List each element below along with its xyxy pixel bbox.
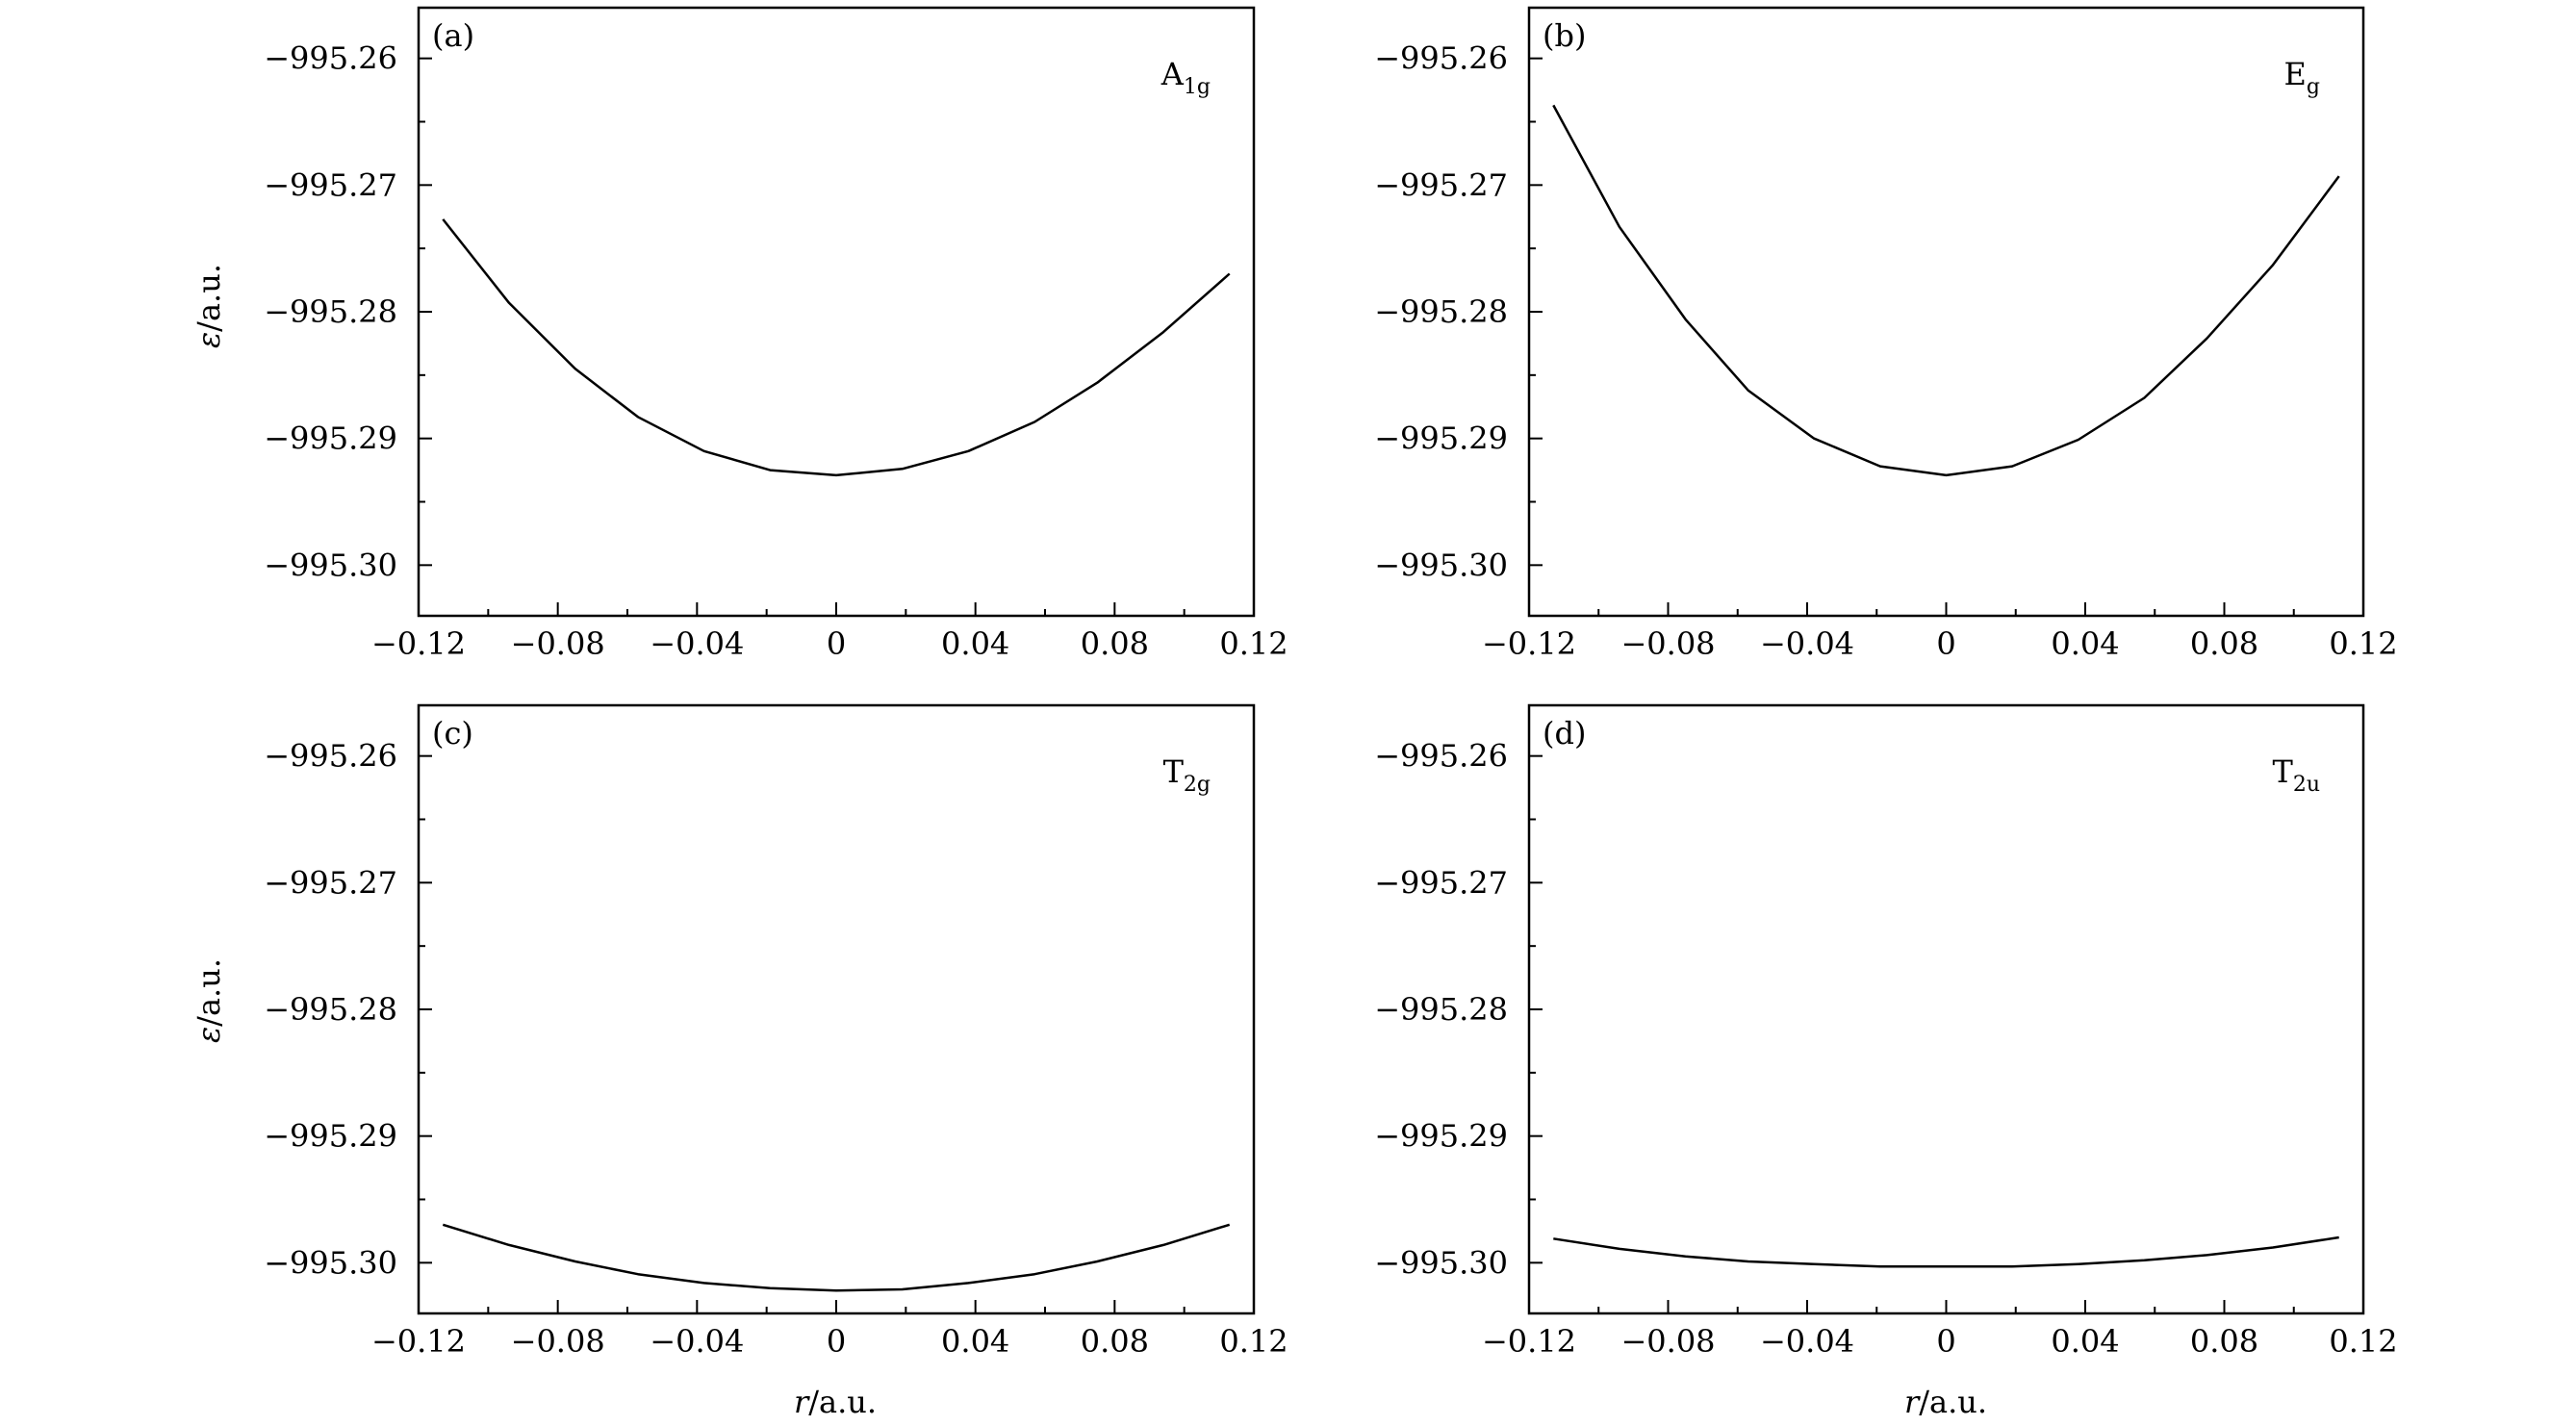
y-tick-label: −995.26 xyxy=(1374,40,1508,77)
x-tick-label: 0.04 xyxy=(2051,1323,2119,1360)
y-axis-label-bottom: ε/a.u. xyxy=(191,958,227,1043)
x-tick-label: 0.12 xyxy=(1219,625,1288,662)
x-tick-label: 0.04 xyxy=(2051,625,2119,662)
x-tick-label: 0 xyxy=(827,1323,846,1360)
x-tick-label: −0.08 xyxy=(511,625,605,662)
x-tick-label: 0 xyxy=(827,625,846,662)
y-tick-label: −995.29 xyxy=(1374,420,1508,457)
x-axis-label-right: r/a.u. xyxy=(1904,1384,1987,1420)
x-tick-label: 0 xyxy=(1936,625,1955,662)
y-tick-label: −995.30 xyxy=(264,1244,397,1281)
plot-frame xyxy=(1527,703,2365,1315)
y-tick-label: −995.26 xyxy=(264,738,397,775)
panel-c: −0.12 −0.08 −0.04 0 0.04 0.08 0.12 −995.26 −995.… xyxy=(264,703,1288,1360)
x-tick-label: −0.12 xyxy=(371,1323,466,1360)
x-tick-label: −0.04 xyxy=(1760,625,1854,662)
x-tick-label: 0.12 xyxy=(2329,625,2397,662)
x-tick-label: −0.08 xyxy=(1620,625,1715,662)
series-line xyxy=(442,218,1231,477)
y-tick-label: −995.28 xyxy=(1374,991,1508,1028)
x-tick-label: −0.12 xyxy=(371,625,466,662)
x-axis-label-left: r/a.u. xyxy=(794,1384,877,1420)
x-tick-label: −0.04 xyxy=(650,1323,744,1360)
y-tick-label: −995.27 xyxy=(264,166,397,203)
panel-label-b: (b) xyxy=(1543,17,1586,54)
plot-frame xyxy=(1527,6,2365,618)
x-tick-label: 0.08 xyxy=(2190,625,2258,662)
panel-d: −0.12 −0.08 −0.04 0 0.04 0.08 0.12 −995.26 −995.… xyxy=(1374,703,2398,1360)
panel-label-c: (c) xyxy=(432,715,473,751)
series-line xyxy=(1552,104,2340,477)
x-tick-label: −0.12 xyxy=(1482,1323,1576,1360)
y-tick-label: −995.28 xyxy=(264,293,397,330)
x-tick-label: −0.08 xyxy=(1620,1323,1715,1360)
y-tick-label: −995.30 xyxy=(1374,1244,1508,1281)
panel-label-a: (a) xyxy=(432,17,474,54)
x-tick-label: 0.08 xyxy=(1081,625,1149,662)
panel-a: −0.12 −0.08 −0.04 0 0.04 0.08 0.12 −995.26 −995.… xyxy=(264,6,1288,662)
y-tick-label: −995.27 xyxy=(1374,864,1508,901)
y-tick-label: −995.28 xyxy=(1374,293,1508,330)
x-tick-label: 0.12 xyxy=(1219,1323,1288,1360)
x-tick-label: 0.08 xyxy=(1081,1323,1149,1360)
x-tick-label: 0.08 xyxy=(2190,1323,2258,1360)
series-line xyxy=(1553,1235,2339,1268)
y-tick-label: −995.29 xyxy=(264,1118,397,1155)
x-tick-label: −0.12 xyxy=(1482,625,1576,662)
y-tick-label: −995.30 xyxy=(1374,547,1508,583)
plot-frame xyxy=(417,703,1256,1315)
x-tick-label: 0.12 xyxy=(2329,1323,2397,1360)
x-tick-label: 0.04 xyxy=(941,625,1009,662)
y-tick-label: −995.27 xyxy=(264,864,397,901)
y-tick-label: −995.27 xyxy=(1374,166,1508,203)
x-tick-label: 0.04 xyxy=(941,1323,1009,1360)
x-tick-label: −0.04 xyxy=(1760,1323,1854,1360)
plot-frame xyxy=(417,6,1256,618)
panel-b: −0.12 −0.08 −0.04 0 0.04 0.08 0.12 −995.26 −995.… xyxy=(1374,6,2398,662)
y-tick-label: −995.30 xyxy=(264,547,397,583)
mode-label: T2g xyxy=(1163,753,1211,797)
y-tick-label: −995.26 xyxy=(264,40,397,77)
y-tick-label: −995.29 xyxy=(264,420,397,457)
x-tick-label: −0.04 xyxy=(650,625,744,662)
x-tick-label: 0 xyxy=(1936,1323,1955,1360)
y-tick-label: −995.26 xyxy=(1374,738,1508,775)
mode-label: T2u xyxy=(2272,753,2320,797)
x-tick-label: −0.08 xyxy=(511,1323,605,1360)
mode-label: A1g xyxy=(1160,56,1211,99)
series-line xyxy=(442,1223,1231,1292)
y-axis-label-top: ε/a.u. xyxy=(191,264,227,348)
mode-label: Eg xyxy=(2284,56,2320,99)
y-tick-label: −995.28 xyxy=(264,991,397,1028)
panel-label-d: (d) xyxy=(1543,715,1586,751)
y-tick-label: −995.29 xyxy=(1374,1118,1508,1155)
